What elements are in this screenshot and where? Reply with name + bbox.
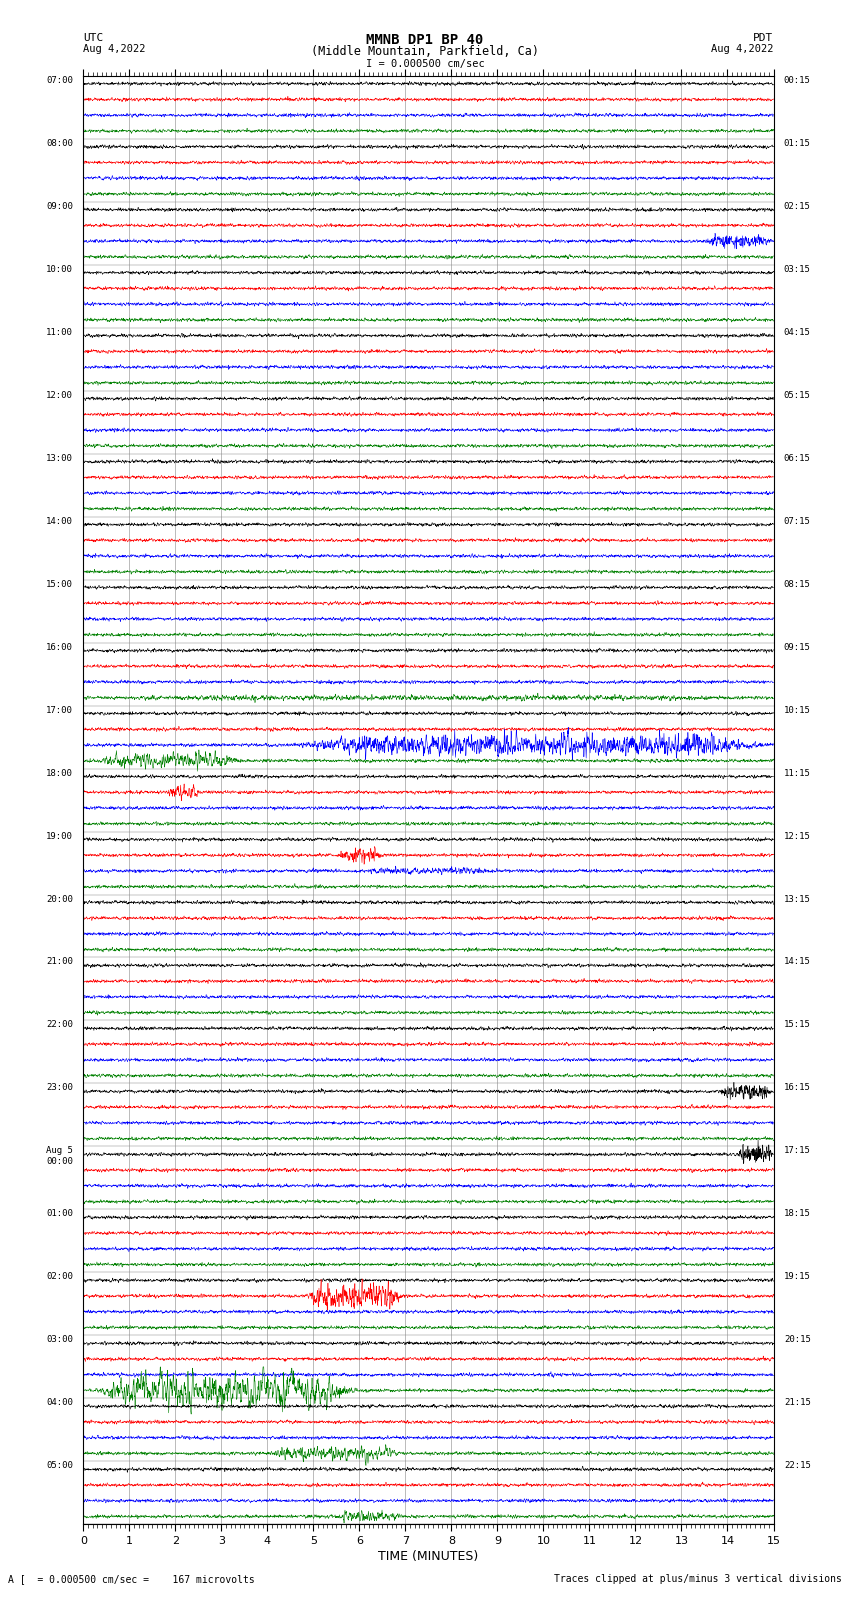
Text: 19:00: 19:00 bbox=[46, 832, 73, 840]
Text: UTC: UTC bbox=[83, 32, 104, 44]
Text: 08:00: 08:00 bbox=[46, 139, 73, 148]
Text: Traces clipped at plus/minus 3 vertical divisions: Traces clipped at plus/minus 3 vertical … bbox=[553, 1574, 842, 1584]
Text: 03:00: 03:00 bbox=[46, 1336, 73, 1344]
Text: Aug 4,2022: Aug 4,2022 bbox=[711, 44, 774, 53]
Text: 09:00: 09:00 bbox=[46, 202, 73, 211]
Text: 18:15: 18:15 bbox=[784, 1210, 811, 1218]
Text: 02:00: 02:00 bbox=[46, 1273, 73, 1281]
X-axis label: TIME (MINUTES): TIME (MINUTES) bbox=[378, 1550, 479, 1563]
Text: 04:00: 04:00 bbox=[46, 1398, 73, 1407]
Text: 11:00: 11:00 bbox=[46, 327, 73, 337]
Text: 21:00: 21:00 bbox=[46, 958, 73, 966]
Text: 17:00: 17:00 bbox=[46, 705, 73, 715]
Text: 22:15: 22:15 bbox=[784, 1461, 811, 1471]
Text: 08:15: 08:15 bbox=[784, 579, 811, 589]
Text: 21:15: 21:15 bbox=[784, 1398, 811, 1407]
Text: 20:00: 20:00 bbox=[46, 895, 73, 903]
Text: 20:15: 20:15 bbox=[784, 1336, 811, 1344]
Text: 12:00: 12:00 bbox=[46, 390, 73, 400]
Text: 07:00: 07:00 bbox=[46, 76, 73, 85]
Text: Aug 4,2022: Aug 4,2022 bbox=[83, 44, 146, 53]
Text: 17:15: 17:15 bbox=[784, 1147, 811, 1155]
Text: 10:00: 10:00 bbox=[46, 265, 73, 274]
Text: 13:15: 13:15 bbox=[784, 895, 811, 903]
Text: Aug 5
00:00: Aug 5 00:00 bbox=[46, 1147, 73, 1166]
Text: I = 0.000500 cm/sec: I = 0.000500 cm/sec bbox=[366, 58, 484, 69]
Text: 00:15: 00:15 bbox=[784, 76, 811, 85]
Text: (Middle Mountain, Parkfield, Ca): (Middle Mountain, Parkfield, Ca) bbox=[311, 45, 539, 58]
Text: PDT: PDT bbox=[753, 32, 774, 44]
Text: 22:00: 22:00 bbox=[46, 1021, 73, 1029]
Text: 16:00: 16:00 bbox=[46, 642, 73, 652]
Text: 10:15: 10:15 bbox=[784, 705, 811, 715]
Text: 14:00: 14:00 bbox=[46, 516, 73, 526]
Text: 06:15: 06:15 bbox=[784, 453, 811, 463]
Text: 04:15: 04:15 bbox=[784, 327, 811, 337]
Text: A [  = 0.000500 cm/sec =    167 microvolts: A [ = 0.000500 cm/sec = 167 microvolts bbox=[8, 1574, 255, 1584]
Text: 12:15: 12:15 bbox=[784, 832, 811, 840]
Text: 14:15: 14:15 bbox=[784, 958, 811, 966]
Text: 07:15: 07:15 bbox=[784, 516, 811, 526]
Text: 11:15: 11:15 bbox=[784, 768, 811, 777]
Text: 09:15: 09:15 bbox=[784, 642, 811, 652]
Text: 16:15: 16:15 bbox=[784, 1084, 811, 1092]
Text: 03:15: 03:15 bbox=[784, 265, 811, 274]
Text: 15:15: 15:15 bbox=[784, 1021, 811, 1029]
Text: MMNB DP1 BP 40: MMNB DP1 BP 40 bbox=[366, 32, 484, 47]
Text: 13:00: 13:00 bbox=[46, 453, 73, 463]
Text: 05:00: 05:00 bbox=[46, 1461, 73, 1471]
Text: 19:15: 19:15 bbox=[784, 1273, 811, 1281]
Text: 05:15: 05:15 bbox=[784, 390, 811, 400]
Text: 01:00: 01:00 bbox=[46, 1210, 73, 1218]
Text: 23:00: 23:00 bbox=[46, 1084, 73, 1092]
Text: 02:15: 02:15 bbox=[784, 202, 811, 211]
Text: 01:15: 01:15 bbox=[784, 139, 811, 148]
Text: 15:00: 15:00 bbox=[46, 579, 73, 589]
Text: 18:00: 18:00 bbox=[46, 768, 73, 777]
